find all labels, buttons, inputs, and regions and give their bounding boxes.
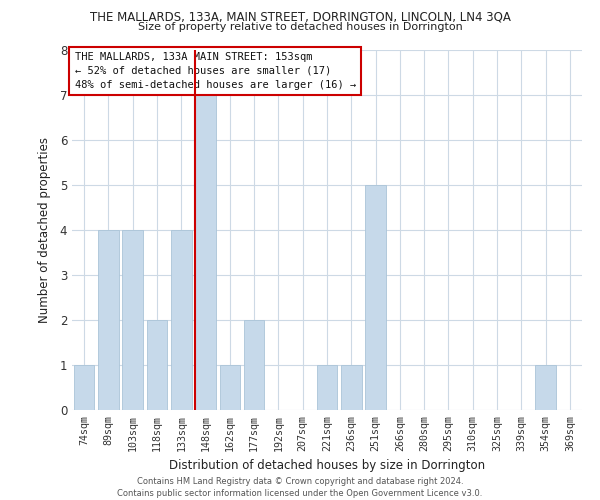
- Bar: [171, 230, 191, 410]
- Bar: [341, 365, 362, 410]
- Bar: [98, 230, 119, 410]
- Bar: [146, 320, 167, 410]
- Bar: [195, 95, 216, 410]
- Text: THE MALLARDS, 133A, MAIN STREET, DORRINGTON, LINCOLN, LN4 3QA: THE MALLARDS, 133A, MAIN STREET, DORRING…: [89, 11, 511, 24]
- Y-axis label: Number of detached properties: Number of detached properties: [38, 137, 52, 323]
- Text: Contains HM Land Registry data © Crown copyright and database right 2024.
Contai: Contains HM Land Registry data © Crown c…: [118, 476, 482, 498]
- Bar: [365, 185, 386, 410]
- Bar: [220, 365, 240, 410]
- X-axis label: Distribution of detached houses by size in Dorrington: Distribution of detached houses by size …: [169, 459, 485, 472]
- Bar: [74, 365, 94, 410]
- Text: Size of property relative to detached houses in Dorrington: Size of property relative to detached ho…: [137, 22, 463, 32]
- Bar: [535, 365, 556, 410]
- Bar: [244, 320, 265, 410]
- Text: THE MALLARDS, 133A MAIN STREET: 153sqm
← 52% of detached houses are smaller (17): THE MALLARDS, 133A MAIN STREET: 153sqm ←…: [74, 52, 356, 90]
- Bar: [317, 365, 337, 410]
- Bar: [122, 230, 143, 410]
